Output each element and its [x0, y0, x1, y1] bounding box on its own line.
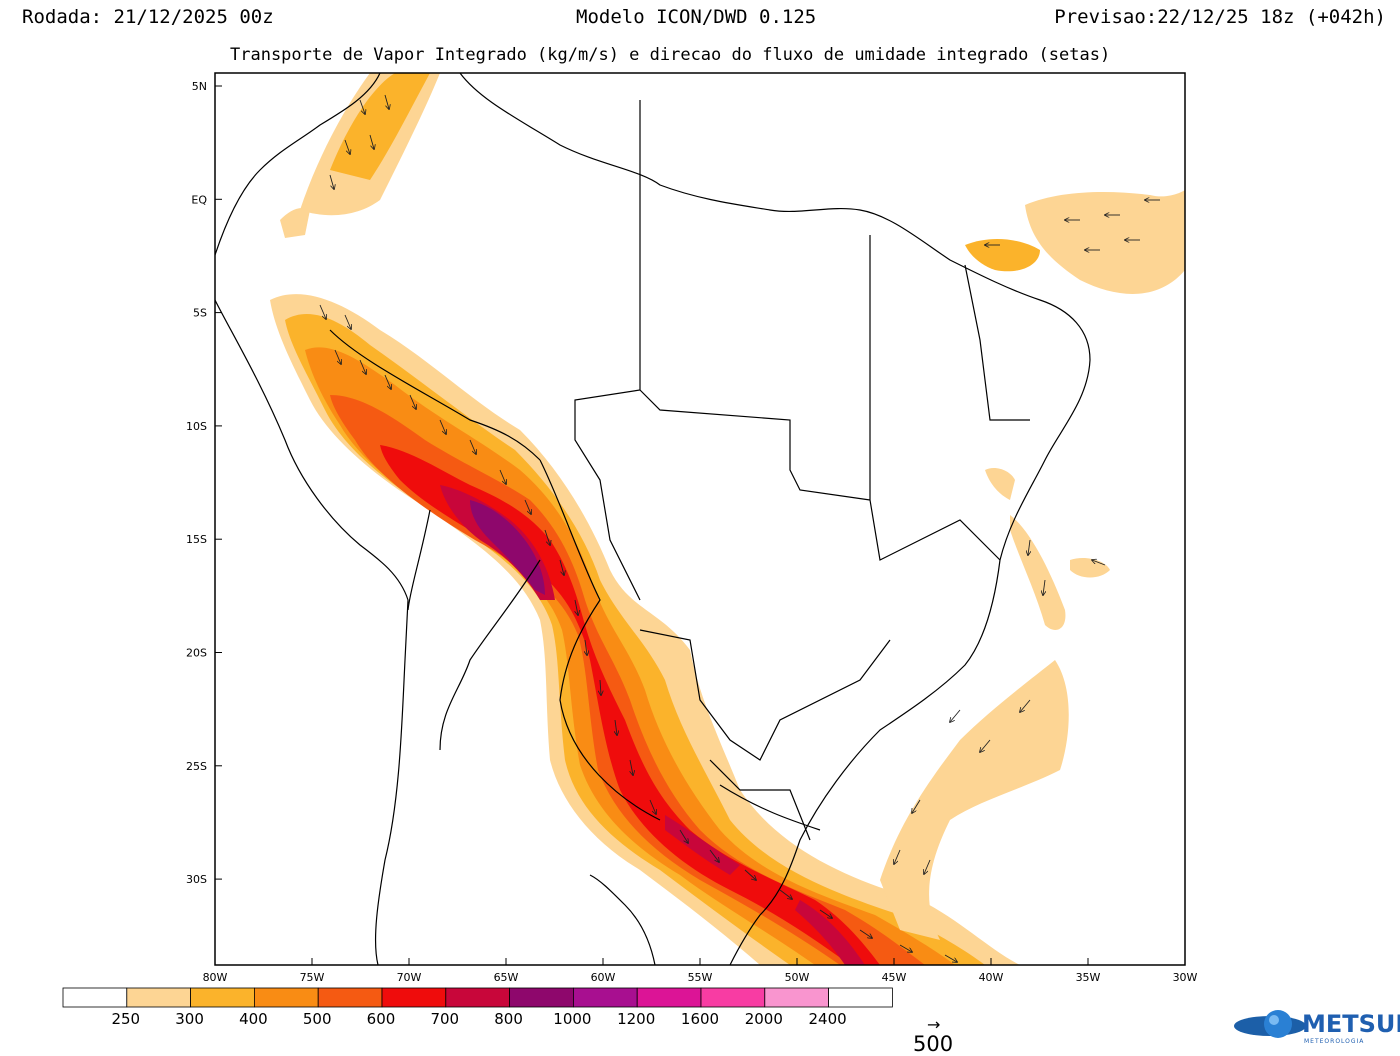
lat-label: 5S: [193, 307, 207, 320]
lon-label: 40W: [979, 971, 1004, 984]
lon-label: 70W: [397, 971, 422, 984]
colorbar-label: 1200: [617, 1010, 655, 1028]
colorbar-label: 2400: [809, 1010, 847, 1028]
reference-vector: → 500: [913, 1015, 954, 1056]
lon-label: 30W: [1173, 971, 1198, 984]
logo-text: METSUL: [1302, 1010, 1400, 1038]
lat-label: 20S: [186, 647, 207, 660]
lat-label: 5N: [192, 80, 207, 93]
lat-label: EQ: [191, 193, 207, 206]
colorbar-label: 250: [111, 1010, 140, 1028]
colorbar-swatch: [828, 987, 893, 1008]
moisture-flux-arrows: [319, 94, 1160, 962]
model-name-label: Modelo ICON/DWD 0.125: [576, 6, 817, 28]
lon-label: 45W: [882, 971, 907, 984]
colorbar-label: 700: [430, 1010, 459, 1028]
latitude-labels: 5N EQ 5S 10S 15S 20S 25S 30S: [186, 80, 222, 886]
colorbar-label: 2000: [745, 1010, 783, 1028]
colorbar-swatch: [317, 987, 383, 1008]
colorbar-swatch: [190, 987, 255, 1008]
ivt-colorbar: 250 300 400 500 600 700 800 1000 1200 1600 2000 240…: [62, 987, 893, 1028]
colorbar-label: 800: [494, 1010, 523, 1028]
lon-label: 50W: [785, 971, 810, 984]
colorbar-swatch: [573, 987, 638, 1008]
colorbar-swatch: [253, 987, 319, 1008]
colorbar-label: 300: [175, 1010, 204, 1028]
lon-label: 65W: [494, 971, 519, 984]
colorbar-swatch: [381, 987, 447, 1008]
lon-label: 75W: [300, 971, 325, 984]
colorbar-swatch: [636, 987, 702, 1008]
run-time-label: Rodada: 21/12/2025 00z: [22, 6, 274, 28]
lat-label: 10S: [186, 420, 207, 433]
colorbar-swatch: [509, 987, 574, 1008]
colorbar-swatch: [62, 987, 128, 1008]
forecast-time-label: Previsao:22/12/25 18z (+042h): [1054, 6, 1386, 28]
logo-subtext: METEOROLOGIA: [1304, 1038, 1365, 1045]
colorbar-swatch: [126, 987, 192, 1008]
colorbar-swatch: [700, 987, 766, 1008]
map-subtitle: Transporte de Vapor Integrado (kg/m/s) e…: [230, 45, 1111, 65]
longitude-labels: 80W 75W 70W 65W 60W 55W 50W 45W 40W 35W 30W: [203, 958, 1198, 984]
lat-label: 30S: [186, 873, 207, 886]
colorbar-label: 600: [367, 1010, 396, 1028]
coastline-and-borders: [215, 73, 1091, 965]
colorbar-label: 400: [239, 1010, 268, 1028]
colorbar-label: 1000: [553, 1010, 591, 1028]
metsul-logo: METSUL METEOROLOGIA: [1232, 1006, 1400, 1050]
lat-label: 15S: [186, 533, 207, 546]
colorbar-swatch: [764, 987, 829, 1008]
colorbar-swatch: [445, 987, 510, 1008]
lon-label: 55W: [688, 971, 713, 984]
colorbar-label: 1600: [681, 1010, 719, 1028]
reference-vector-value: 500: [913, 1032, 954, 1056]
lon-label: 60W: [591, 971, 616, 984]
globe-icon: [1234, 1010, 1306, 1038]
lon-label: 35W: [1076, 971, 1101, 984]
reference-vector-arrow: →: [927, 1015, 941, 1034]
lat-label: 25S: [186, 760, 207, 773]
colorbar-label: 500: [303, 1010, 332, 1028]
ivt-shading: [270, 73, 1185, 965]
lon-label: 80W: [203, 971, 228, 984]
